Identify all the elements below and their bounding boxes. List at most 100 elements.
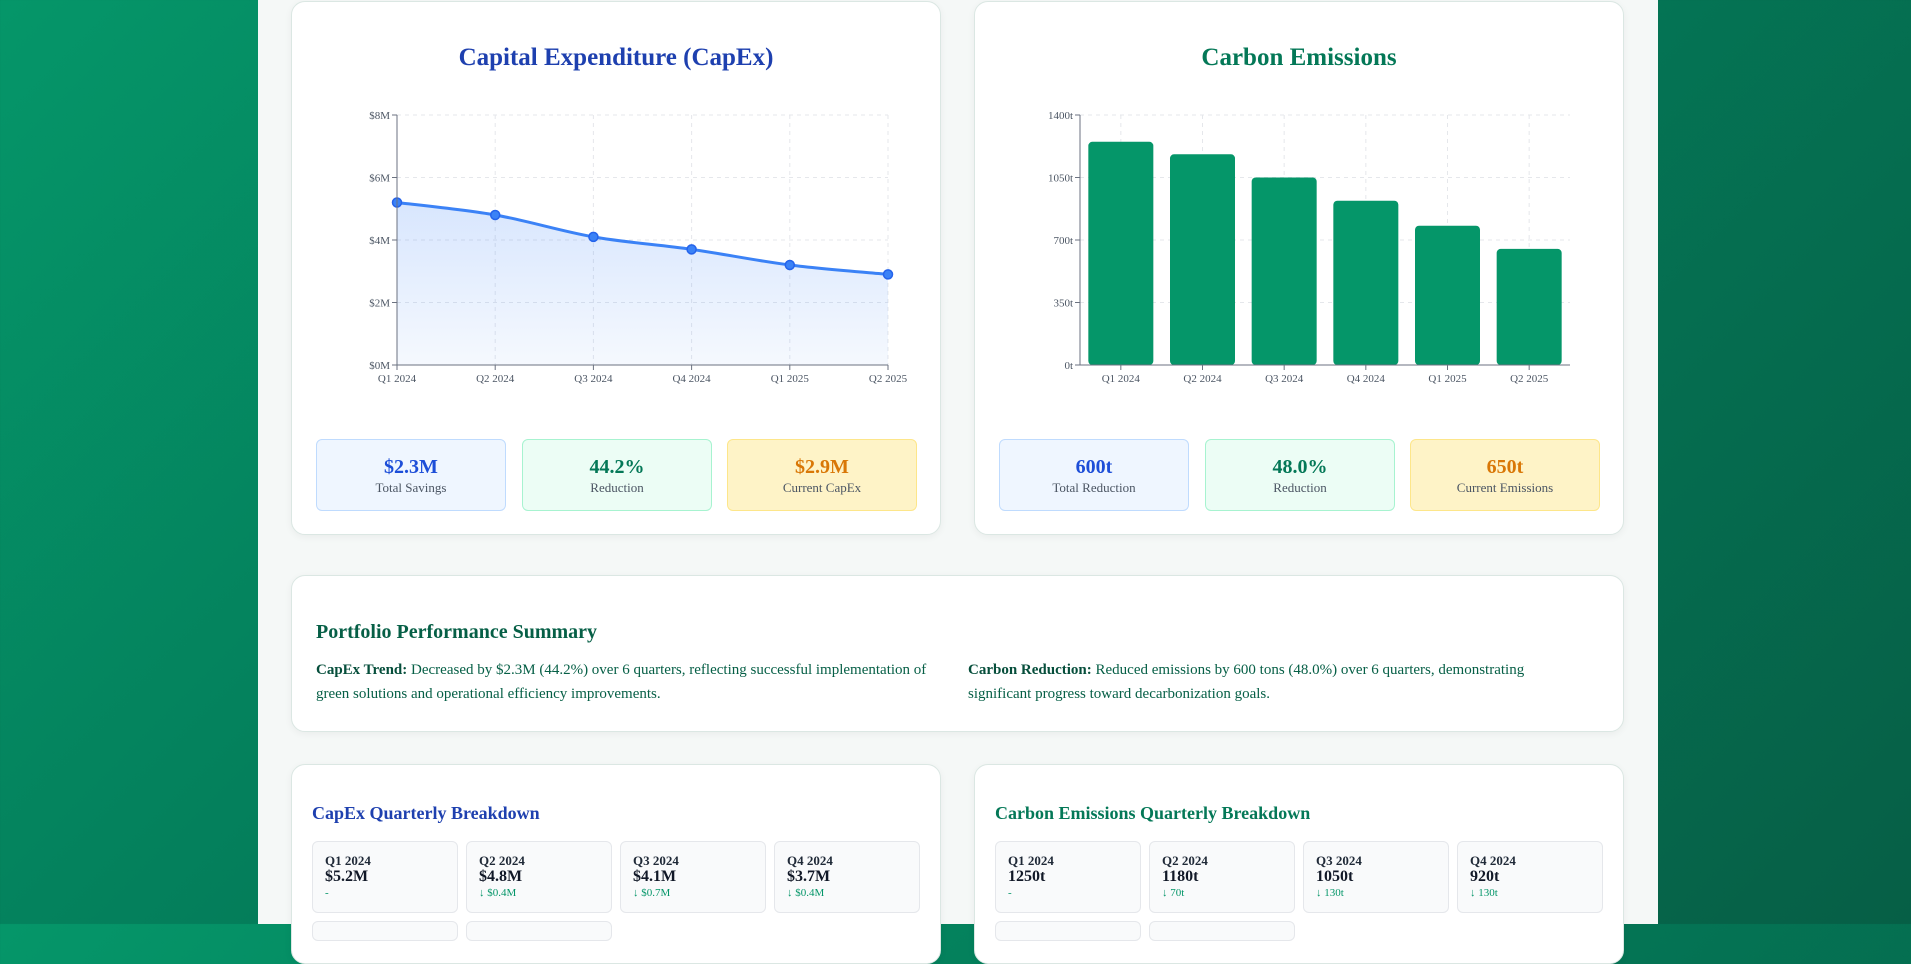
stat-value: 44.2%: [589, 456, 645, 478]
stat-reduction: 44.2% Reduction: [522, 439, 712, 511]
bar: [1333, 200, 1399, 365]
stat-current-capex: $2.9M Current CapEx: [727, 439, 917, 511]
quarter-tile-partial: [995, 921, 1141, 941]
capex-breakdown-card: CapEx Quarterly Breakdown Q1 2024 $5.2M …: [291, 764, 941, 964]
bar: [1251, 177, 1317, 365]
quarter-value: $4.8M: [479, 868, 523, 885]
y-tick-label: $2M: [369, 298, 390, 310]
quarter-tile: Q3 2024 1050t ↓ 130t: [1303, 841, 1449, 913]
quarter-label: Q3 2024: [1316, 853, 1362, 868]
data-point: [686, 244, 697, 255]
quarter-delta: ↓ 130t: [1470, 887, 1498, 899]
carbon-chart-card: Carbon Emissions 0t 350t 700t 1050t 1400t Q1 …: [974, 1, 1624, 535]
x-tick-label: Q4 2024: [1347, 373, 1386, 385]
quarter-delta: ↓ $0.4M: [479, 887, 517, 899]
x-tick-label: Q4 2024: [672, 373, 711, 385]
quarter-value: 1180t: [1162, 868, 1199, 885]
stat-value: 650t: [1486, 456, 1524, 478]
y-tick-label: $6M: [369, 173, 390, 185]
series-line: [396, 201, 889, 276]
quarter-value: $5.2M: [325, 868, 369, 885]
y-tick-label: $4M: [369, 235, 390, 247]
y-tick-label: 0t: [1064, 360, 1073, 372]
performance-summary-card: Portfolio Performance Summary CapEx Tren…: [291, 575, 1624, 732]
stat-label: Total Reduction: [1052, 480, 1136, 495]
carbon-chart-title: Carbon Emissions: [1201, 44, 1397, 71]
x-tick-label: Q3 2024: [1265, 373, 1304, 385]
quarter-value: $3.7M: [787, 868, 831, 885]
quarter-delta: -: [325, 887, 329, 899]
carbon-breakdown-title: Carbon Emissions Quarterly Breakdown: [995, 803, 1311, 823]
quarter-delta: ↓ 130t: [1316, 887, 1344, 899]
stat-value: 48.0%: [1272, 456, 1328, 478]
x-tick-label: Q2 2025: [869, 373, 908, 385]
stat-reduction: 48.0% Reduction: [1205, 439, 1395, 511]
y-tick-label: $0M: [369, 360, 390, 372]
stat-value: 600t: [1075, 456, 1113, 478]
quarter-delta: -: [1008, 887, 1012, 899]
quarter-label: Q1 2024: [325, 853, 371, 868]
carbon-breakdown-card: Carbon Emissions Quarterly Breakdown Q1 …: [974, 764, 1624, 964]
capex-line-chart: $0M $2M $4M $6M $8M Q1 2024 Q2 2024 Q3 2024 Q4 2…: [369, 110, 908, 385]
quarter-tile: Q1 2024 1250t -: [995, 841, 1141, 913]
data-point: [489, 209, 501, 221]
stat-total-savings: $2.3M Total Savings: [316, 439, 506, 511]
bar: [1415, 225, 1480, 365]
y-tick-label: 1400t: [1048, 110, 1073, 122]
capex-chart-title: Capital Expenditure (CapEx): [458, 44, 774, 71]
area-fill: [397, 202, 888, 365]
stat-label: Reduction: [1273, 480, 1327, 495]
quarter-tile: Q4 2024 $3.7M ↓ $0.4M: [774, 841, 920, 913]
data-point: [784, 259, 796, 271]
quarter-value: 1250t: [1008, 868, 1046, 885]
x-tick-label: Q2 2025: [1510, 373, 1549, 385]
bar: [1088, 141, 1154, 365]
x-tick-label: Q3 2024: [574, 373, 613, 385]
carbon-reduction-text: Carbon Reduction: Reduced emissions by 6…: [968, 658, 1588, 706]
capex-breakdown-title: CapEx Quarterly Breakdown: [312, 803, 540, 823]
stat-label: Current CapEx: [782, 480, 862, 495]
quarter-tile-partial: [466, 921, 612, 941]
y-tick-label: 350t: [1053, 298, 1073, 310]
summary-title: Portfolio Performance Summary: [316, 621, 598, 643]
capex-chart-card: Capital Expenditure (CapEx) $0M $2M $4M $6M…: [291, 1, 941, 535]
stat-value: $2.3M: [384, 456, 438, 478]
quarter-value: 1050t: [1316, 868, 1354, 885]
data-point: [588, 231, 599, 243]
data-point: [882, 269, 894, 280]
quarter-tile: Q3 2024 $4.1M ↓ $0.7M: [620, 841, 766, 913]
quarter-tile: Q2 2024 $4.8M ↓ $0.4M: [466, 841, 612, 913]
quarter-tile-partial: [1149, 921, 1295, 941]
quarter-label: Q3 2024: [633, 853, 679, 868]
stat-total-reduction: 600t Total Reduction: [999, 439, 1189, 511]
stat-value: $2.9M: [795, 456, 849, 478]
quarter-delta: ↓ $0.4M: [787, 887, 825, 899]
y-tick-label: $8M: [369, 110, 390, 122]
quarter-delta: ↓ $0.7M: [633, 887, 671, 899]
quarter-label: Q4 2024: [1470, 853, 1516, 868]
carbon-bar-chart: 0t 350t 700t 1050t 1400t Q1 2024 Q2 2024 Q3 202…: [1048, 110, 1570, 385]
y-tick-label: 1050t: [1048, 173, 1073, 185]
x-tick-label: Q1 2024: [1102, 373, 1141, 385]
quarter-label: Q1 2024: [1008, 853, 1054, 868]
stat-label: Total Savings: [375, 480, 447, 495]
quarter-tile: Q4 2024 920t ↓ 130t: [1457, 841, 1603, 913]
carbon-reduction-body: Reduced emissions by 600 tons (48.0%) ov…: [968, 662, 1525, 702]
x-tick-label: Q1 2025: [771, 373, 810, 385]
capex-trend-label: CapEx Trend:: [316, 662, 408, 678]
dashboard-container: Capital Expenditure (CapEx) $0M $2M $4M $6M…: [258, 0, 1658, 964]
stat-current-emissions: 650t Current Emissions: [1410, 439, 1600, 511]
x-tick-label: Q1 2025: [1428, 373, 1467, 385]
quarter-value: 920t: [1470, 868, 1500, 885]
quarter-label: Q2 2024: [1162, 853, 1208, 868]
bar: [1170, 154, 1235, 365]
quarter-label: Q2 2024: [479, 853, 525, 868]
quarter-delta: ↓ 70t: [1162, 887, 1185, 899]
quarter-tile-partial: [312, 921, 458, 941]
x-tick-label: Q1 2024: [378, 373, 417, 385]
carbon-reduction-label: Carbon Reduction:: [968, 662, 1092, 678]
capex-trend-text: CapEx Trend: Decreased by $2.3M (44.2%) …: [316, 658, 936, 706]
x-tick-label: Q2 2024: [1183, 373, 1222, 385]
y-tick-label: 700t: [1053, 235, 1073, 247]
quarter-label: Q4 2024: [787, 853, 833, 868]
